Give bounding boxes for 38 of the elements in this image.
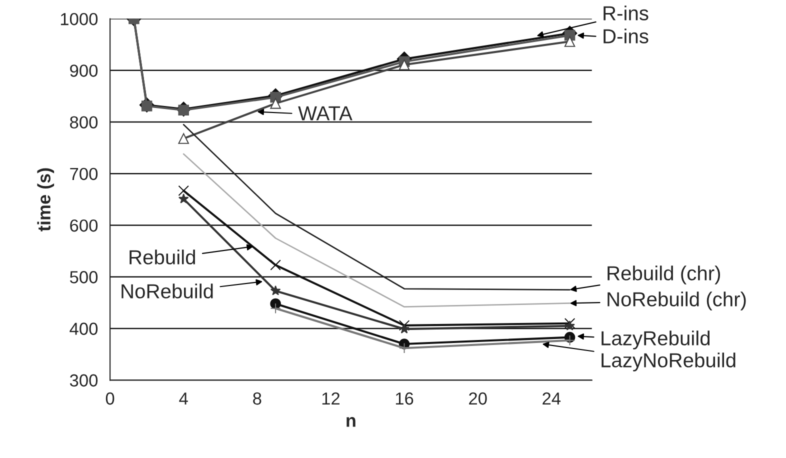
annotation: WATA (298, 106, 352, 120)
annotation: Rebuild (130, 250, 195, 264)
annotation: Rebuild (chr) (608, 266, 720, 284)
annotation: LazyNoRebuild (602, 352, 736, 372)
annotation: NoRebuild (chr) (608, 292, 746, 310)
y-tick-label: 400 (70, 322, 98, 335)
point (398, 59, 410, 70)
y-tick-label: 300 (70, 374, 98, 387)
annotation: R-ins (604, 6, 648, 20)
x-tick-label: 0 (106, 392, 114, 405)
x-tick-label: 20 (469, 392, 487, 405)
point (178, 133, 189, 144)
point (270, 260, 281, 270)
annotation: NoRebuild (122, 284, 213, 298)
x-tick-label: 4 (179, 392, 188, 405)
point (270, 98, 281, 109)
x-tick-label: 16 (396, 392, 414, 405)
point (564, 318, 576, 329)
annotation: LazyRebuild (602, 330, 710, 350)
point (270, 303, 281, 314)
y-tick-label: 500 (70, 271, 98, 284)
y-tick-label: 700 (70, 168, 98, 180)
y-tick-label: 600 (70, 219, 98, 232)
x-axis-title: n (346, 417, 356, 427)
annotation: D-ins (604, 28, 648, 44)
x-tick-label: 8 (253, 392, 262, 405)
point (564, 320, 575, 330)
point (398, 320, 410, 331)
point (178, 194, 189, 204)
y-tick-label: 800 (70, 116, 98, 128)
point (178, 185, 189, 196)
point (564, 36, 576, 47)
point (270, 285, 281, 296)
x-tick-label: 24 (542, 392, 561, 405)
y-tick-label: 900 (70, 64, 98, 77)
x-tick-label: 12 (322, 392, 340, 405)
y-axis-title: time (s) (37, 168, 54, 232)
y-tick-label: 1000 (60, 12, 98, 26)
